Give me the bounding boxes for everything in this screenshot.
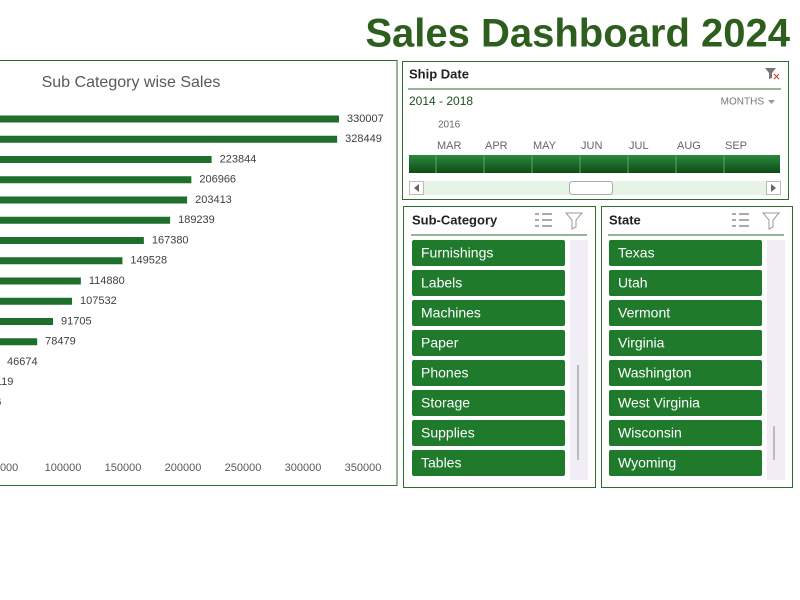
scroll-track (767, 240, 785, 480)
timeline-month: MAY (533, 140, 557, 152)
bar (0, 297, 73, 305)
slicer-item[interactable] (609, 360, 762, 386)
timeline-month: MAR (437, 140, 462, 152)
clear-filter[interactable] (761, 212, 781, 230)
slicer-item[interactable] (412, 300, 565, 326)
slicer-item-label[interactable]: Vermont (618, 305, 670, 321)
bar (0, 115, 340, 123)
dropdown-arrow[interactable] (768, 100, 775, 104)
slicer-item[interactable] (609, 240, 762, 266)
slicer-item-label[interactable]: West Virginia (618, 395, 700, 411)
x-tick-label: 100000 (45, 462, 82, 474)
data-label: 107532 (80, 295, 117, 307)
multi-select[interactable] (535, 213, 552, 227)
data-label: 91705 (61, 315, 92, 327)
slicer-item[interactable] (412, 330, 565, 356)
data-label: 189239 (178, 214, 215, 226)
slicer-item[interactable] (412, 420, 565, 446)
slicer-item[interactable] (412, 240, 565, 266)
timeline-month: JUN (581, 140, 602, 152)
data-label: 16476 (0, 396, 1, 408)
bar (0, 338, 38, 346)
clear-filter[interactable] (564, 212, 584, 230)
scroll-thumb[interactable] (569, 181, 613, 195)
slicer-item-label[interactable]: Washington (618, 365, 691, 381)
chart-title: Sub Category wise Sales (42, 74, 221, 91)
slicer-item-label[interactable]: Supplies (421, 425, 475, 441)
bar (0, 196, 188, 204)
x-tick-label: 150000 (105, 462, 142, 474)
slicer-item-label[interactable]: Phones (421, 365, 468, 381)
bar (0, 318, 54, 325)
slicer-item[interactable] (412, 270, 565, 296)
slicer-item-label[interactable]: Storage (421, 395, 470, 411)
timeline-level[interactable]: MONTHS (721, 97, 765, 108)
slicer-item-label[interactable]: Paper (421, 335, 459, 351)
data-label: 203413 (195, 194, 232, 206)
x-tick-label: 350000 (345, 462, 382, 474)
timeline-box (402, 61, 789, 200)
data-label: 46674 (7, 356, 38, 368)
data-label: 223844 (220, 153, 257, 165)
slicer-item[interactable] (412, 390, 565, 416)
dashboard-title: Sales Dashboard 2024 (365, 12, 790, 56)
data-label: 149528 (130, 255, 167, 267)
slicer-item[interactable] (609, 450, 762, 476)
data-label: 114880 (89, 275, 125, 287)
slicer-item-label[interactable]: Texas (618, 245, 655, 261)
bar (0, 176, 192, 184)
clear-filter[interactable] (765, 68, 780, 80)
timeline-range: 2014 - 2018 (409, 94, 473, 108)
data-label: 27119 (0, 376, 13, 388)
x-tick-label: 200000 (165, 462, 202, 474)
bar (0, 277, 81, 285)
x-tick-label: 250000 (225, 462, 262, 474)
x-tick-label: 300000 (285, 462, 322, 474)
slicer-item[interactable] (609, 300, 762, 326)
timeline-month: JUL (629, 140, 649, 152)
timeline-title: Ship Date (409, 66, 469, 81)
chart-box (0, 60, 398, 486)
slicer-item[interactable] (412, 450, 565, 476)
data-label: 167380 (152, 234, 189, 246)
slicer-item-label[interactable]: Utah (618, 275, 648, 291)
bar (0, 216, 171, 224)
data-label: 328449 (345, 133, 382, 145)
data-label: 206966 (199, 174, 236, 186)
slicer-item-label[interactable]: Furnishings (421, 245, 493, 261)
slicer-item-label[interactable]: Wisconsin (618, 425, 682, 441)
timeline-bar[interactable] (409, 155, 780, 173)
x-tick-label: 50000 (0, 462, 18, 474)
slicer-item[interactable] (609, 330, 762, 356)
bar (0, 135, 338, 143)
slicer-item[interactable] (609, 270, 762, 296)
timeline-month: APR (485, 140, 508, 152)
multi-select[interactable] (732, 213, 749, 227)
bar (0, 237, 144, 244)
scroll-track (570, 240, 588, 480)
slicer-item-label[interactable]: Wyoming (618, 455, 676, 471)
timeline-year: 2016 (438, 120, 461, 131)
timeline-month: AUG (677, 140, 701, 152)
slicer-item[interactable] (609, 390, 762, 416)
slicer-item[interactable] (412, 360, 565, 386)
slicer-item[interactable] (609, 420, 762, 446)
bar (0, 257, 123, 265)
slicer-item-label[interactable]: Labels (421, 275, 462, 291)
timeline-month: SEP (725, 140, 747, 152)
slicer-title: Sub-Category (412, 212, 498, 227)
slicer-item-label[interactable]: Tables (421, 455, 461, 471)
bar (0, 156, 212, 163)
data-label: 330007 (347, 113, 384, 125)
slicer-item-label[interactable]: Machines (421, 305, 481, 321)
slicer-title: State (609, 212, 641, 227)
slicer-item-label[interactable]: Virginia (618, 335, 665, 351)
data-label: 78479 (45, 336, 76, 348)
